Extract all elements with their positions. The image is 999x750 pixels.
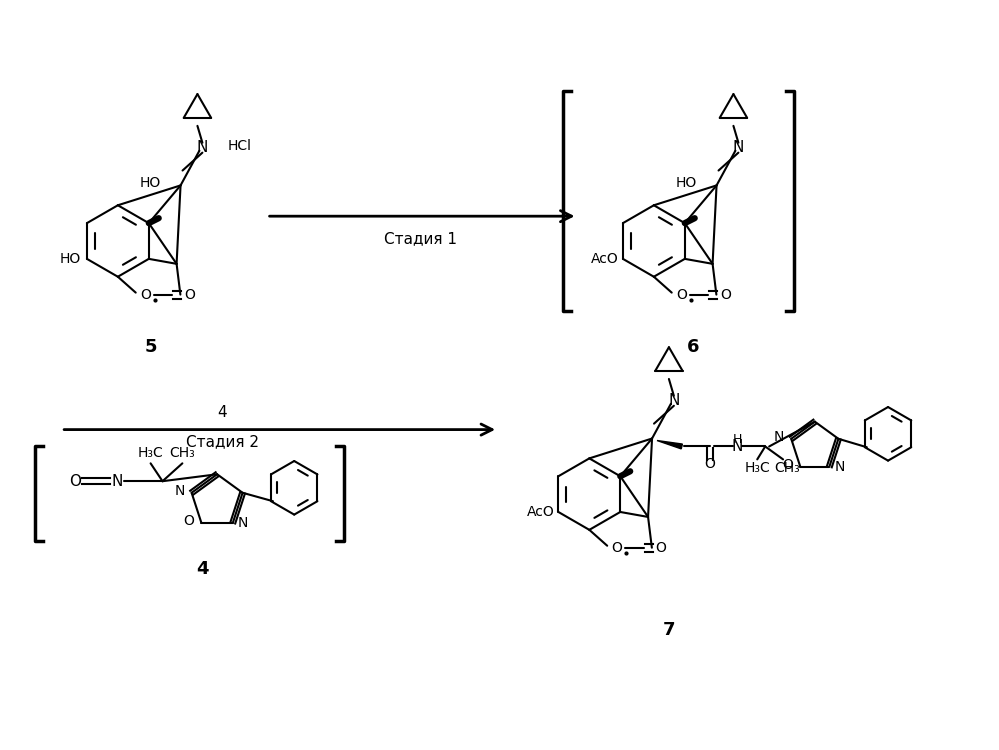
Text: N: N — [668, 393, 679, 408]
Polygon shape — [657, 440, 682, 449]
Text: H: H — [732, 433, 742, 446]
Text: N: N — [732, 140, 744, 155]
Text: Стадия 2: Стадия 2 — [186, 434, 259, 449]
Text: O: O — [611, 541, 622, 555]
Text: N: N — [774, 430, 784, 444]
Text: N: N — [111, 474, 123, 489]
Text: O: O — [140, 287, 151, 302]
Text: O: O — [184, 514, 195, 528]
Text: O: O — [782, 458, 793, 472]
Text: AcO: AcO — [526, 505, 554, 519]
Text: O: O — [676, 287, 687, 302]
Text: HCl: HCl — [227, 139, 251, 153]
Text: 5: 5 — [144, 338, 157, 356]
Text: O: O — [655, 541, 666, 555]
Text: H₃C: H₃C — [744, 461, 770, 476]
Text: H₃C: H₃C — [138, 446, 164, 460]
Text: HO: HO — [60, 252, 81, 266]
Text: O: O — [69, 474, 81, 489]
Text: 6: 6 — [687, 338, 700, 356]
Text: AcO: AcO — [591, 252, 619, 266]
Text: CH₃: CH₃ — [170, 446, 195, 460]
Text: N: N — [731, 439, 743, 454]
Text: O: O — [704, 458, 715, 471]
Text: O: O — [184, 287, 195, 302]
Text: O: O — [720, 287, 730, 302]
Text: N: N — [834, 460, 845, 473]
Text: HO: HO — [675, 176, 696, 190]
Text: Стадия 1: Стадия 1 — [384, 232, 458, 247]
Text: N: N — [238, 516, 248, 530]
Text: 7: 7 — [662, 621, 675, 639]
Text: CH₃: CH₃ — [774, 461, 800, 476]
Text: 4: 4 — [196, 560, 209, 578]
Text: HO: HO — [140, 176, 161, 190]
Text: 4: 4 — [217, 405, 227, 420]
Text: N: N — [174, 484, 185, 498]
Text: N: N — [197, 140, 208, 155]
